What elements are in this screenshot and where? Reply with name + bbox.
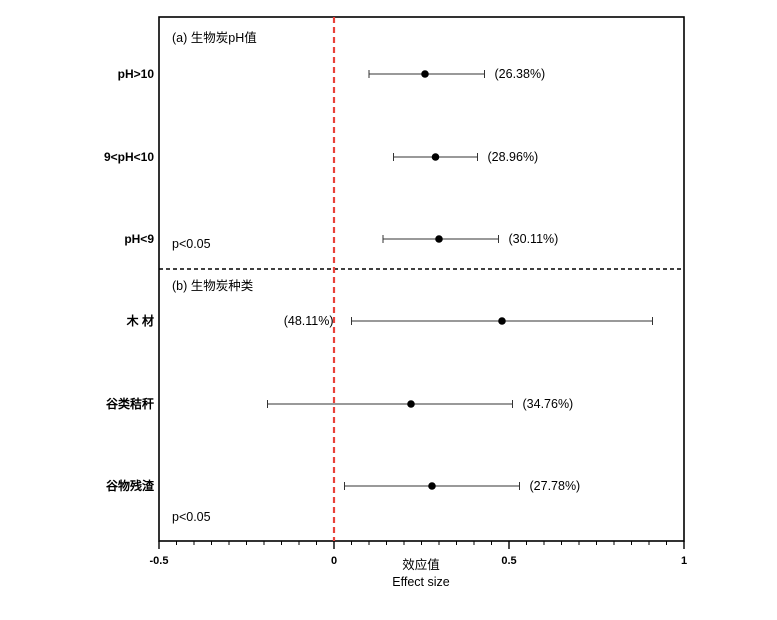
mean-point (421, 70, 429, 78)
x-tick-label: 0.5 (501, 555, 516, 567)
x-axis: -0.5 0 0.5 1 (150, 541, 687, 567)
panel-annotations: (a) 生物炭pH值 p<0.05 (b) 生物炭种类 p<0.05 (172, 30, 257, 524)
mean-point (435, 235, 443, 243)
category-label: 9<pH<10 (104, 150, 154, 164)
x-axis-label-cn: 效应值 (402, 557, 440, 572)
mean-point (407, 400, 415, 408)
effect-percent-label: (26.38%) (495, 67, 546, 81)
mean-point (498, 317, 506, 325)
category-label: pH<9 (124, 232, 154, 246)
panel-title: (b) 生物炭种类 (172, 279, 254, 293)
x-tick-label: 1 (681, 555, 687, 567)
category-label: 谷类秸秆 (106, 396, 154, 411)
effect-percent-label: (28.96%) (488, 150, 539, 164)
category-label: 木 材 (126, 313, 154, 328)
x-tick-label: -0.5 (150, 555, 169, 567)
effect-percent-label: (30.11%) (509, 232, 559, 246)
forest-rows: pH>10 (26.38%) 9<pH<10 (28.96%) pH<9 (30.11%)… (104, 67, 653, 493)
mean-point (431, 153, 440, 161)
panel-title: (a) 生物炭pH值 (172, 30, 257, 45)
effect-percent-label: (34.76%) (523, 397, 574, 411)
mean-point (428, 482, 436, 490)
panel-pvalue: p<0.05 (172, 237, 211, 251)
effect-percent-label: (48.11%) (284, 314, 334, 328)
x-axis-label: Effect size (392, 575, 449, 589)
effect-percent-label: (27.78%) (530, 479, 581, 493)
category-label: 谷物残渣 (106, 478, 155, 493)
panel-pvalue: p<0.05 (172, 510, 211, 524)
x-tick-label: 0 (331, 555, 337, 567)
category-label: pH>10 (118, 67, 155, 81)
